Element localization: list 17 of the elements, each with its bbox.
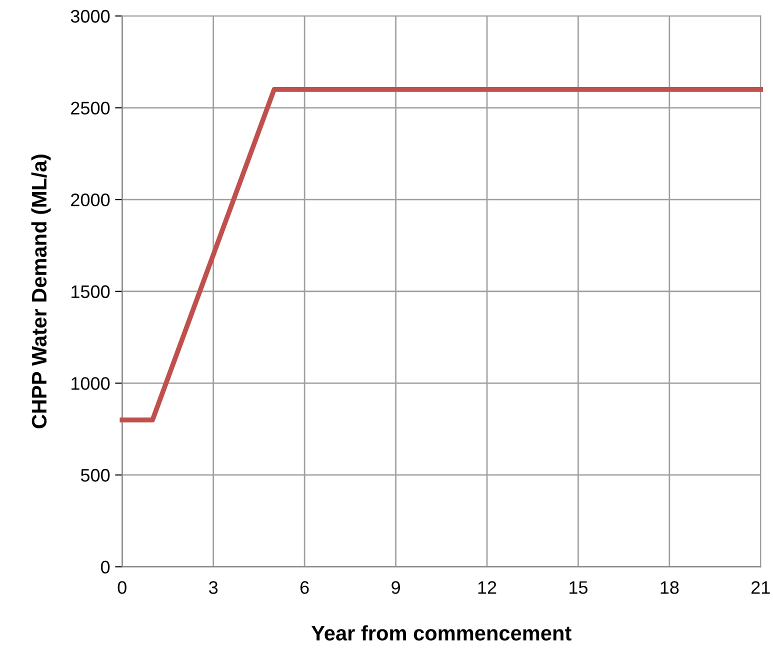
x-tick-label: 21 bbox=[752, 581, 770, 594]
x-tick-label: 12 bbox=[478, 581, 496, 594]
x-tick-label: 15 bbox=[570, 581, 588, 594]
x-tick-label: 18 bbox=[660, 581, 679, 594]
y-tick-label: 1500 bbox=[72, 285, 110, 298]
y-tick-label: 2000 bbox=[71, 194, 110, 206]
y-tick-label: 2500 bbox=[71, 102, 110, 114]
y-axis-title: CHPP Water Demand (ML/a) bbox=[31, 154, 51, 428]
y-tick-label: 3000 bbox=[70, 10, 110, 23]
x-tick-label: 0 bbox=[118, 581, 126, 594]
x-tick-label: 9 bbox=[392, 581, 400, 594]
y-tick-label: 1000 bbox=[72, 377, 110, 390]
y-tick-label: 0 bbox=[100, 560, 110, 574]
x-tick-label: 3 bbox=[209, 581, 218, 594]
x-tick-label: 6 bbox=[300, 581, 309, 594]
x-axis-title: Year from commencement bbox=[311, 625, 572, 641]
y-tick-label: 500 bbox=[80, 468, 110, 482]
